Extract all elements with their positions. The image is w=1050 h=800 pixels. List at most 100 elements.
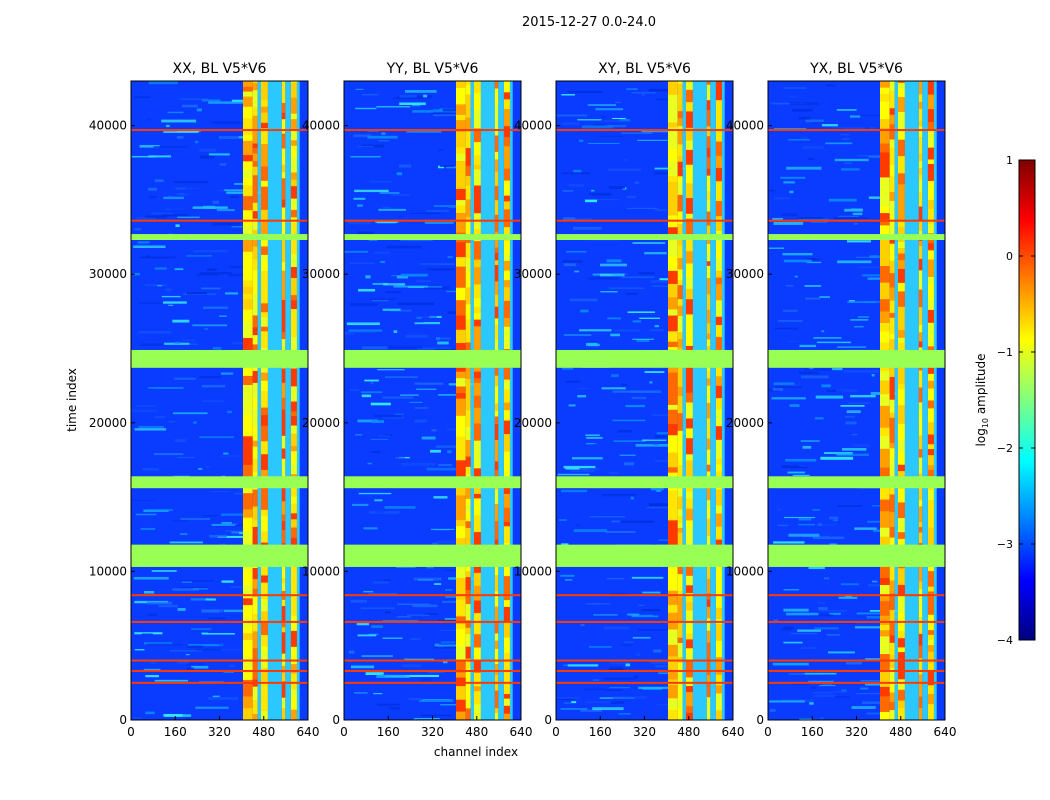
rfi-band-segment	[465, 378, 471, 393]
heatmap-texture	[638, 686, 673, 690]
heatmap-texture	[833, 519, 838, 522]
heatmap-texture	[612, 695, 647, 699]
rfi-band-segment	[715, 700, 722, 711]
rfi-band-segment	[889, 287, 895, 301]
heatmap-texture	[392, 97, 427, 100]
heatmap-texture	[804, 672, 837, 675]
heatmap-texture	[438, 642, 455, 645]
rfi-band-segment	[281, 368, 286, 383]
colorbar-tick-label: 0	[1006, 250, 1013, 263]
heatmap-texture	[144, 215, 167, 219]
rfi-band-segment	[715, 270, 722, 278]
rfi-band-segment	[252, 567, 258, 580]
rfi-band-segment	[473, 325, 481, 344]
heatmap-texture	[134, 428, 167, 431]
heatmap-texture	[659, 278, 674, 281]
rfi-band-segment	[494, 134, 499, 152]
heatmap-texture	[369, 298, 396, 300]
heatmap-texture	[414, 382, 444, 385]
heatmap-texture	[163, 713, 183, 717]
heatmap-texture	[612, 390, 641, 393]
rfi-band-segment	[927, 242, 934, 251]
rfi-band-segment	[685, 417, 693, 429]
rfi-band-segment	[473, 467, 481, 478]
rfi-band-segment	[456, 436, 466, 451]
heatmap-texture	[349, 281, 355, 284]
heatmap-texture	[371, 420, 385, 424]
rfi-band-segment	[715, 692, 722, 702]
rfi-band-segment	[668, 629, 678, 636]
rfi-band-segment	[668, 270, 678, 284]
heatmap-texture	[143, 642, 173, 645]
heatmap-texture	[785, 384, 800, 387]
heatmap-texture	[568, 183, 585, 187]
heatmap-texture	[862, 274, 893, 277]
rfi-band-segment	[927, 526, 934, 546]
heatmap-texture	[788, 533, 820, 537]
y-tick-label: 0	[544, 713, 552, 727]
rfi-band-segment	[473, 141, 481, 156]
rfi-band-segment	[494, 294, 499, 307]
rfi-band-segment	[677, 481, 683, 497]
heatmap-texture	[211, 222, 241, 226]
heatmap-texture	[579, 468, 599, 470]
heatmap-texture	[440, 629, 472, 632]
panel-title: XX, BL V5*V6	[173, 61, 267, 77]
heatmap-texture	[140, 527, 156, 530]
rfi-band-segment	[706, 370, 711, 379]
heatmap-texture	[653, 613, 676, 616]
heatmap-texture	[837, 453, 870, 457]
heatmap-texture	[211, 523, 236, 526]
rfi-side-band	[682, 81, 686, 720]
rfi-band-segment	[503, 136, 510, 147]
rfi-time-line	[556, 681, 733, 684]
heatmap-texture	[139, 144, 160, 148]
heatmap-image	[131, 81, 308, 720]
rfi-band-segment	[685, 101, 693, 112]
heatmap-texture	[388, 706, 401, 710]
rfi-band-segment	[243, 667, 253, 680]
heatmap-texture	[165, 124, 170, 128]
heatmap-texture	[853, 459, 866, 462]
heatmap-texture	[201, 99, 221, 102]
rfi-band-segment	[252, 246, 258, 260]
rfi-band-segment	[918, 136, 923, 154]
rfi-band-segment	[260, 82, 268, 101]
heatmap-texture	[193, 249, 228, 253]
heatmap-texture	[177, 661, 190, 664]
colorbar-tick-label: −4	[997, 634, 1013, 647]
heatmap-texture	[349, 388, 360, 392]
rfi-band-segment	[889, 376, 895, 387]
heatmap-texture	[810, 686, 817, 689]
rfi-band-segment	[706, 309, 711, 324]
heatmap-texture	[172, 328, 177, 331]
heatmap-texture	[216, 208, 235, 212]
rfi-band-segment	[668, 684, 678, 699]
rfi-band-segment	[243, 184, 253, 197]
rfi-band-segment	[897, 595, 905, 614]
heatmap-texture	[424, 221, 454, 224]
rfi-band-segment	[889, 300, 895, 306]
rfi-band-segment	[668, 109, 678, 123]
rfi-band-segment	[243, 298, 253, 310]
rfi-band-segment	[715, 539, 722, 549]
rfi-band-segment	[715, 141, 722, 156]
heatmap-texture	[612, 419, 646, 422]
rfi-band-segment	[456, 204, 466, 213]
heatmap-texture	[386, 245, 422, 249]
heatmap-texture	[417, 347, 452, 351]
rfi-band-segment	[473, 703, 481, 720]
rfi-band-segment	[897, 567, 905, 585]
x-tick-label: 480	[889, 725, 912, 739]
heatmap-texture	[634, 181, 640, 184]
rfi-band-segment	[677, 662, 683, 671]
heatmap-texture	[801, 646, 816, 650]
heatmap-texture	[382, 637, 403, 639]
rfi-band-segment	[927, 147, 934, 160]
heatmap-texture	[385, 115, 392, 118]
rfi-band-segment	[685, 89, 693, 103]
heatmap-texture	[626, 207, 659, 209]
heatmap-texture	[848, 402, 871, 405]
heatmap-texture	[800, 375, 829, 379]
rfi-band-segment	[456, 672, 466, 678]
